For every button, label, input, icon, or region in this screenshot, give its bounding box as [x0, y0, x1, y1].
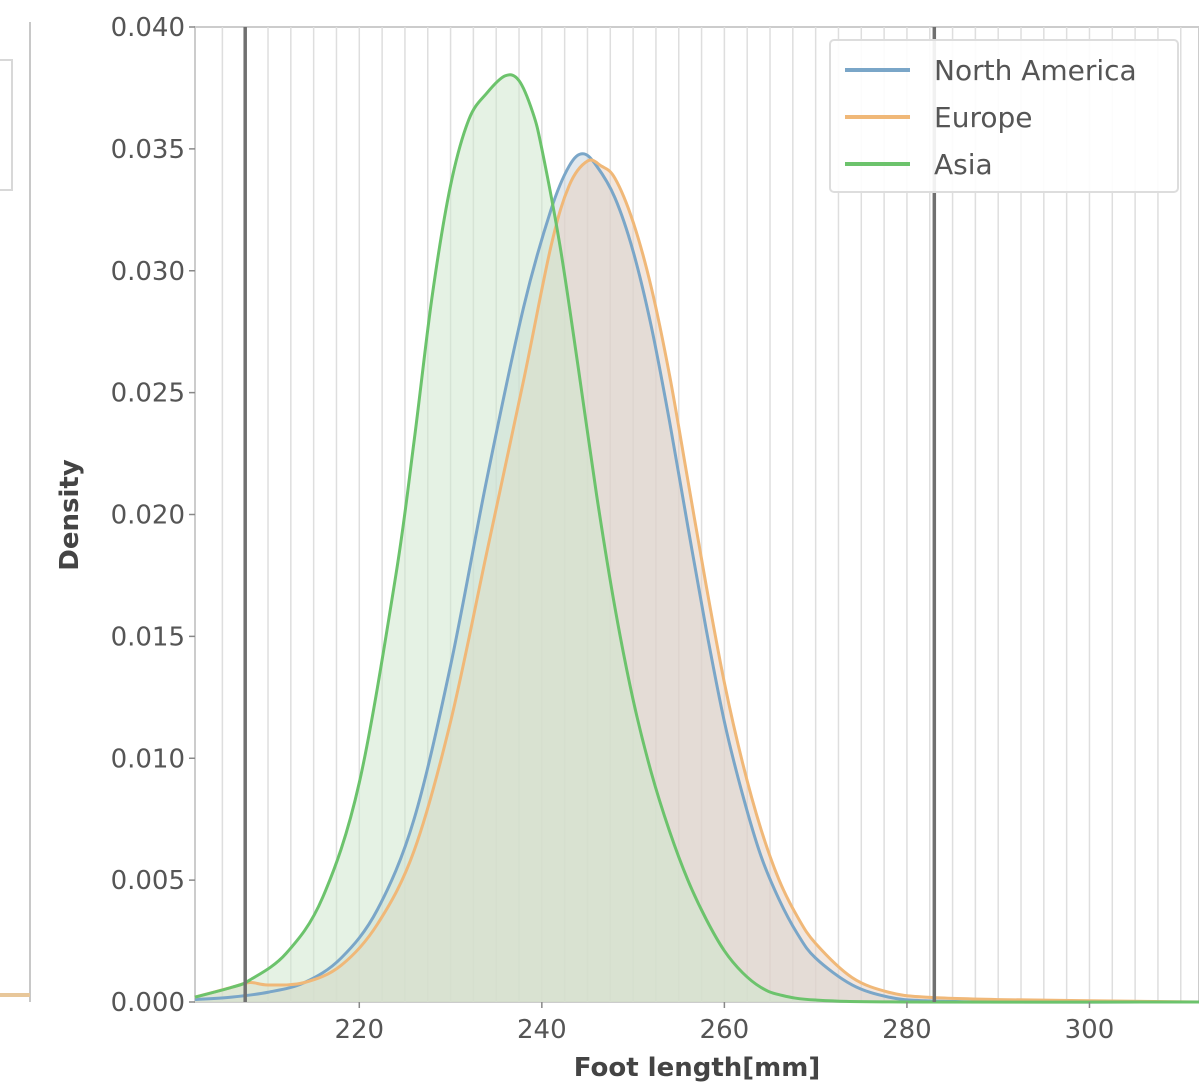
europe-line — [194, 158, 1199, 1004]
legend-label-asia: Asia — [934, 148, 993, 181]
asia-line — [194, 73, 1199, 1004]
density-lines — [194, 73, 1199, 1004]
legend: North America Europe Asia — [829, 39, 1179, 193]
legend-label-north-america: North America — [934, 54, 1137, 87]
y-tick-label: 0.020 — [111, 501, 185, 531]
y-tick-label: 0.010 — [111, 744, 185, 774]
x-tick-label: 220 — [334, 1015, 384, 1045]
north-america-line — [194, 152, 1199, 1004]
y-axis-label: Density — [55, 459, 85, 571]
y-axis-ticks: 0.000 0.005 0.010 0.015 0.020 0.025 0.030 0.035… — [111, 13, 195, 1018]
x-axis-label: Foot length[mm] — [574, 1053, 820, 1083]
x-tick-label: 260 — [700, 1015, 750, 1045]
legend-box — [829, 39, 1179, 193]
x-tick-label: 300 — [1065, 1015, 1115, 1045]
y-tick-label: 0.025 — [111, 379, 185, 409]
left-panel-fragment — [0, 22, 31, 1002]
y-tick-label: 0.040 — [111, 13, 185, 43]
asia-area — [195, 74, 1199, 1003]
y-tick-label: 0.030 — [111, 257, 185, 287]
y-tick-label: 0.000 — [111, 988, 185, 1018]
y-tick-label: 0.035 — [111, 135, 185, 165]
x-tick-label: 280 — [882, 1015, 932, 1045]
y-tick-label: 0.015 — [111, 622, 185, 652]
x-tick-label: 240 — [517, 1015, 567, 1045]
legend-label-europe: Europe — [934, 101, 1032, 134]
y-tick-label: 0.005 — [111, 866, 185, 896]
x-axis-ticks: 220 240 260 280 300 — [334, 1002, 1114, 1045]
